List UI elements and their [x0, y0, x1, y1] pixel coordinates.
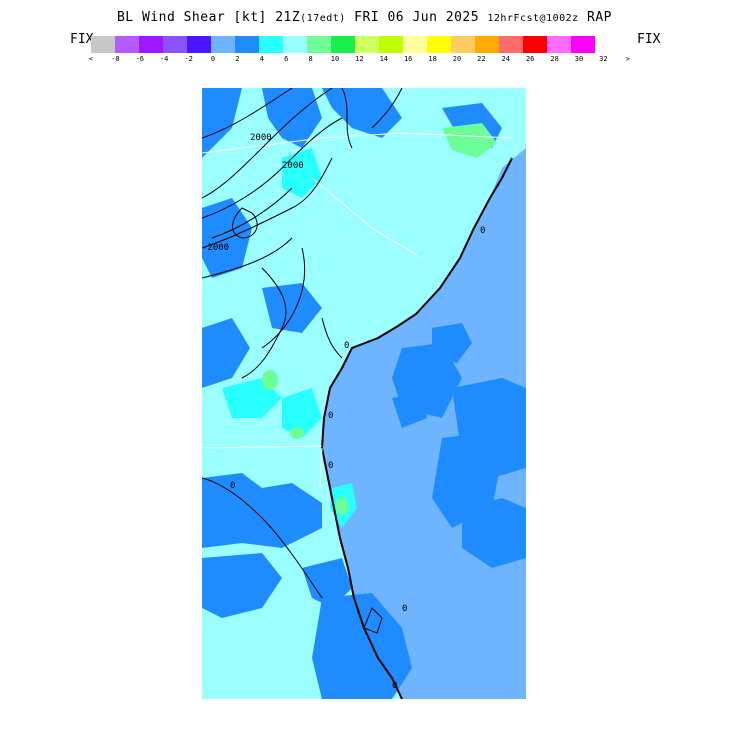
- chart-title: BL Wind Shear [kt] 21Z(17edt) FRI 06 Jun…: [0, 10, 729, 25]
- legend-tick-label: >: [625, 55, 630, 63]
- contour-label: 0: [328, 411, 333, 421]
- patch: [290, 427, 304, 439]
- map-svg: 2000 2000 -2000 0 0 0 0 0 0 0: [202, 88, 526, 699]
- contour-label: 0: [392, 681, 397, 691]
- legend-tick-label: 32: [599, 55, 608, 63]
- legend-swatch: [115, 36, 139, 53]
- title-date: FRI 06 Jun 2025: [354, 10, 480, 25]
- legend-tick-label: -6: [135, 55, 145, 63]
- title-main: BL Wind Shear [kt] 21Z: [116, 10, 301, 25]
- state-border: [311, 177, 423, 259]
- legend-swatch: [451, 36, 475, 53]
- legend-tick-label: 18: [428, 55, 437, 63]
- contour-label: -2000: [202, 243, 229, 253]
- state-border: [319, 447, 323, 489]
- patch: [202, 88, 242, 158]
- legend-swatch: [403, 36, 427, 53]
- patch: [336, 497, 348, 515]
- contour-label: 2000: [250, 133, 272, 143]
- patch: [202, 553, 282, 618]
- title-forecast-info: 12hrFcst@1002z: [487, 13, 579, 24]
- wind-shear-map: 2000 2000 -2000 0 0 0 0 0 0 0: [202, 88, 526, 699]
- patch: [202, 473, 322, 548]
- contour-lines: [202, 88, 403, 634]
- legend-swatch: [259, 36, 283, 53]
- patch: [262, 88, 322, 148]
- legend-tick-label: 22: [477, 55, 486, 63]
- legend-tick-label: 28: [550, 55, 559, 63]
- legend-swatch: [379, 36, 403, 53]
- legend-tick-label: <: [88, 55, 94, 63]
- legend-swatch: [523, 36, 547, 53]
- legend-tick-label: -2: [184, 55, 193, 63]
- patch: [302, 558, 352, 608]
- legend-tick-label: 0: [210, 55, 216, 63]
- legend-swatch: [547, 36, 571, 53]
- legend-swatch: [355, 36, 379, 53]
- patch: [462, 498, 526, 568]
- state-border: [202, 132, 513, 154]
- patch: [492, 558, 526, 699]
- legend-swatch: [211, 36, 235, 53]
- legend-tick-label: 8: [308, 55, 313, 63]
- patch: [282, 148, 322, 198]
- legend-tick-label: 6: [284, 55, 289, 63]
- legend-ticks: < -8 -6 -4 -2 0 2 4 6 8 10 12 14 16 18 20 22 24 26 28 30 32 >: [85, 55, 645, 67]
- legend-tick-label: 26: [525, 55, 535, 63]
- state-border: [202, 445, 323, 449]
- legend-tick-label: 30: [574, 55, 584, 63]
- contour-label: 0: [402, 604, 407, 614]
- legend-swatch: [91, 36, 115, 53]
- title-model: RAP: [587, 10, 612, 25]
- legend-swatch: [571, 36, 595, 53]
- legend-tick-label: 10: [330, 55, 340, 63]
- contour-label: 2000: [282, 161, 304, 171]
- legend-tick-label: 2: [235, 55, 240, 63]
- legend-tick-label: 12: [355, 55, 364, 63]
- legend-tick-label: 4: [259, 55, 264, 63]
- patch: [262, 370, 278, 390]
- patch: [442, 123, 497, 158]
- contour-label-group: 2000 2000 -2000 0 0 0 0 0 0 0: [202, 133, 485, 691]
- coastline: [320, 157, 513, 699]
- legend-swatch: [331, 36, 355, 53]
- legend-swatch: [499, 36, 523, 53]
- legend-swatch: [307, 36, 331, 53]
- color-legend: [91, 36, 595, 53]
- legend-tick-label: 20: [452, 55, 462, 63]
- legend-left-label: FIX: [70, 32, 94, 47]
- legend-tick-label: 24: [501, 55, 511, 63]
- contour-label: 0: [480, 226, 485, 236]
- patch: [282, 388, 322, 438]
- legend-tick-label: -4: [159, 55, 169, 63]
- contour-label: 0: [230, 481, 235, 491]
- legend-swatch: [283, 36, 307, 53]
- legend-tick-label: 16: [403, 55, 413, 63]
- legend-swatch: [235, 36, 259, 53]
- patch: [202, 318, 250, 388]
- patch: [322, 88, 402, 138]
- contour-label: 0: [328, 461, 333, 471]
- patch: [262, 283, 322, 333]
- legend-right-label: FIX: [637, 32, 661, 47]
- legend-tick-label: -8: [111, 55, 120, 63]
- contour-label: 0: [344, 341, 349, 351]
- legend-swatch: [475, 36, 499, 53]
- legend-swatch: [187, 36, 211, 53]
- title-valid-local: (17edt): [300, 13, 346, 24]
- legend-swatch: [139, 36, 163, 53]
- legend-tick-label: 14: [379, 55, 389, 63]
- legend-swatch: [163, 36, 187, 53]
- patch: [202, 198, 252, 278]
- legend-swatch: [427, 36, 451, 53]
- patch: [392, 393, 427, 428]
